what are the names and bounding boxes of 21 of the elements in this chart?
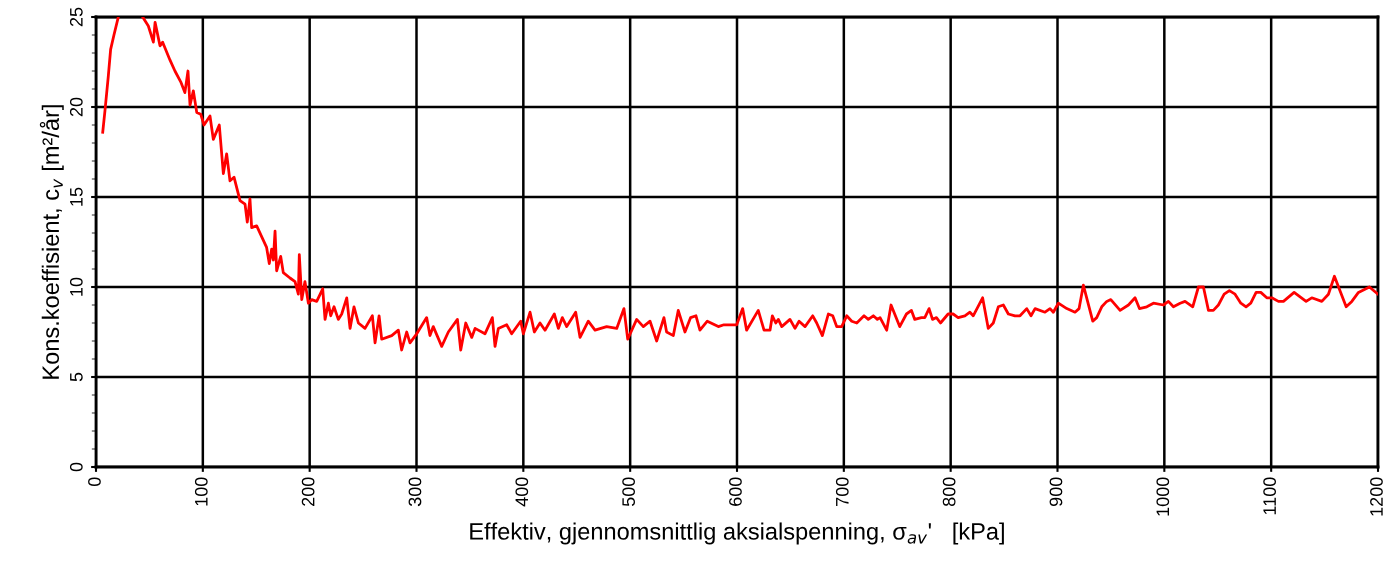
x-tick-label: 1200 [1370, 477, 1383, 516]
x-tick-label: 1100 [1263, 477, 1277, 515]
x-tick-label: 200 [301, 477, 315, 506]
y-tick-label: 5 [70, 372, 83, 382]
y-tick-label: 15 [70, 187, 83, 206]
x-tick-label: 0 [88, 477, 101, 487]
y-tick-label: 10 [69, 277, 83, 296]
x-tick-label: 500 [622, 477, 636, 507]
x-tick-label: 700 [835, 477, 849, 506]
x-axis-title: Effektiv, gjennomsnittlig aksialspenning, σ$_{av}$' [kPa] [470, 522, 1004, 545]
x-tick-label: 600 [729, 477, 742, 506]
y-tick-label: 25 [69, 7, 83, 27]
y-tick-label: 20 [69, 97, 83, 117]
y-tick-label: 0 [69, 462, 83, 472]
x-tick-label: 800 [942, 477, 956, 507]
y-axis-title: Kons.koeffisient, c$_{v}$ [m²/år] [39, 105, 64, 379]
x-tick-label: 900 [1049, 477, 1063, 506]
x-tick-label: 100 [194, 477, 208, 506]
x-tick-label: 300 [408, 477, 422, 507]
x-tick-label: 1000 [1156, 477, 1170, 516]
x-tick-label: 400 [515, 477, 529, 507]
